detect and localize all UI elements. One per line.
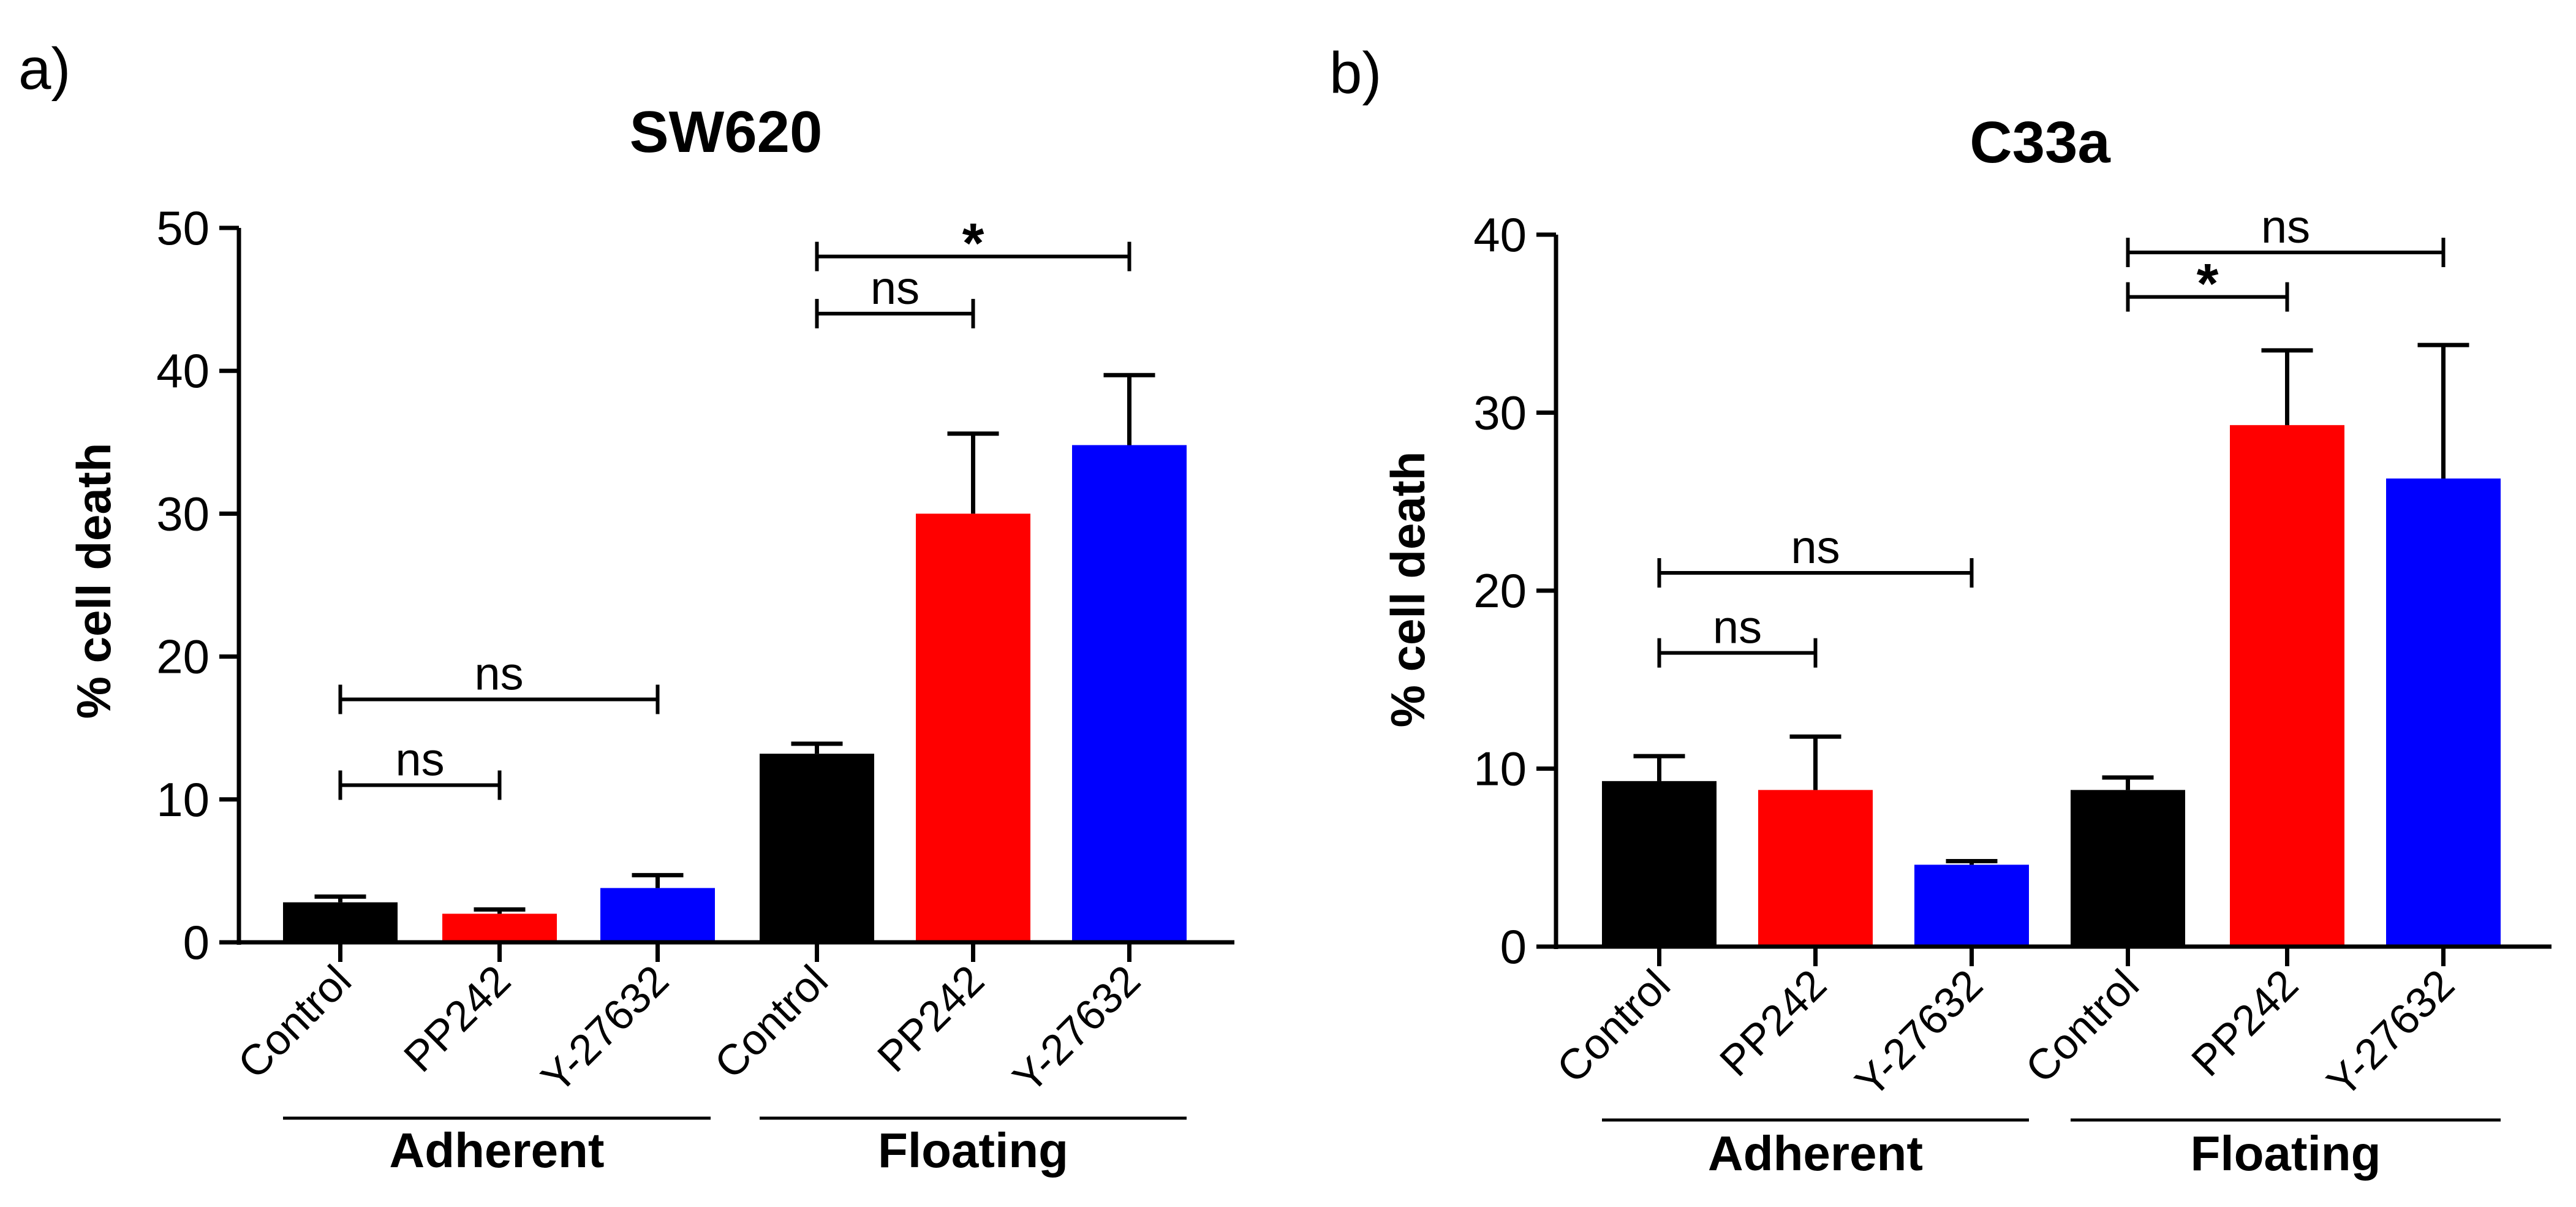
- panel-a: a) SW620 % cell death 0 10 20 30 40 50 Control…: [18, 36, 1234, 1178]
- panel-a-title: SW620: [630, 99, 823, 165]
- panel-b-y-axis-label: % cell death: [1381, 452, 1435, 728]
- panel-b-bar-3: [1914, 865, 2029, 947]
- panel-a-y-tick-label-30: 30: [156, 486, 210, 540]
- panel-a-group-label-1: Adherent: [389, 1123, 604, 1178]
- panel-a-y-tick-label-20: 20: [156, 630, 210, 684]
- panel-b-bar-1: [1602, 781, 1717, 947]
- panel-b-bar-4: [2071, 790, 2185, 947]
- panel-a-y-tick-label-10: 10: [156, 773, 210, 827]
- panel-b-letter: b): [1329, 40, 1381, 106]
- panel-a-comparison-label-3: ns: [871, 262, 920, 314]
- panel-b-comparison-label-2: ns: [1791, 521, 1840, 573]
- panel-b-category-label-6: Y-27632: [2317, 960, 2463, 1106]
- panel-b-bar-5: [2230, 425, 2344, 947]
- panel-b-y-tick-label-40: 40: [1473, 208, 1527, 262]
- panel-a-comparison-label-2: ns: [474, 648, 523, 700]
- panel-b-bar-6: [2386, 478, 2501, 947]
- panel-b-comparison-label-4: ns: [2261, 201, 2310, 253]
- panel-b-category-label-2: PP242: [1710, 960, 1835, 1085]
- panel-a-bar-3: [600, 888, 715, 942]
- panel-a-category-label-4: Control: [705, 956, 837, 1088]
- panel-b-y-tick-label-30: 30: [1473, 386, 1527, 440]
- panel-b-category-label-5: PP242: [2182, 960, 2307, 1085]
- panel-a-letter: a): [18, 36, 70, 102]
- panel-a-category-label-6: Y-27632: [1003, 956, 1149, 1102]
- panel-a-y-tick-label-50: 50: [156, 201, 210, 255]
- panel-a-bar-6: [1072, 445, 1187, 942]
- panel-b-comparison-label-1: ns: [1713, 602, 1762, 654]
- panel-b-comparison-label-3: *: [2197, 253, 2219, 316]
- panel-b-group-label-2: Floating: [2190, 1126, 2381, 1181]
- panel-b-category-label-4: Control: [2016, 960, 2148, 1092]
- panel-b-group-label-1: Adherent: [1708, 1126, 1923, 1181]
- panel-a-y-tick-label-0: 0: [183, 915, 210, 969]
- panel-b-category-label-1: Control: [1547, 960, 1679, 1092]
- panel-a-category-label-3: Y-27632: [532, 956, 678, 1102]
- panel-a-y-tick-label-40: 40: [156, 344, 210, 398]
- panel-a-comparison-label-1: ns: [395, 733, 444, 785]
- panel-a-category-label-1: Control: [229, 956, 360, 1088]
- panel-a-category-label-2: PP242: [395, 956, 519, 1081]
- panel-a-group-label-2: Floating: [878, 1123, 1068, 1178]
- panel-a-bar-4: [760, 754, 874, 942]
- panel-a-bar-2: [442, 914, 557, 942]
- panel-a-y-axis-label: % cell death: [67, 443, 121, 719]
- panel-a-comparison-label-4: *: [962, 213, 984, 275]
- panel-a-bar-1: [283, 902, 398, 942]
- panel-a-bar-5: [916, 513, 1030, 942]
- panel-b-y-tick-label-0: 0: [1500, 920, 1527, 974]
- panel-a-category-label-5: PP242: [868, 956, 993, 1081]
- panel-b-y-tick-label-10: 10: [1473, 742, 1527, 796]
- panel-b-category-label-3: Y-27632: [1846, 960, 1992, 1106]
- panel-b-y-tick-label-20: 20: [1473, 564, 1527, 618]
- panel-b-bar-2: [1758, 790, 1873, 947]
- panel-b-title: C33a: [1970, 110, 2110, 175]
